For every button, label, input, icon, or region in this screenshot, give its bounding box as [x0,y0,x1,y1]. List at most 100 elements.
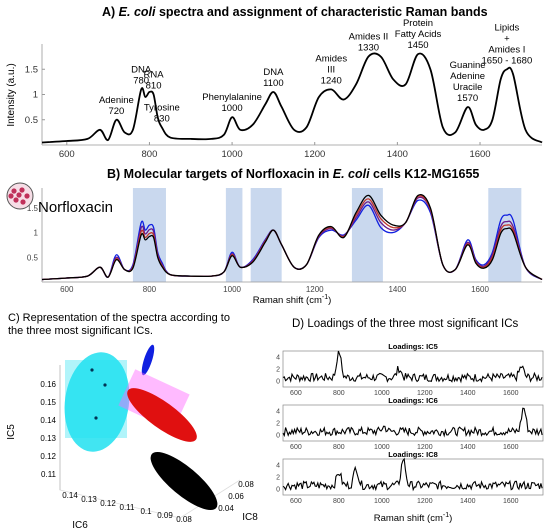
ic5-tick-label: 0.15 [40,398,56,407]
black-cluster [150,451,218,511]
icon-cell [11,188,17,194]
y-tick-label: 1.5 [27,204,39,213]
panel-b-title-prefix: B) Molecular targets of Norfloxacin in [107,167,333,181]
band-annotation: III [327,64,335,75]
spectrum-series-line [41,196,543,281]
spectrum-series-line [41,199,543,281]
loading-title: Loadings: IC5 [388,342,438,351]
icon-cell [16,192,22,198]
loading-x-tick: 1000 [374,444,390,451]
panel-b-title: B) Molecular targets of Norfloxacin in E… [107,167,479,181]
icon-cell [20,199,26,205]
ic6-tick-label: 0.09 [157,511,173,520]
y-tick-label: 1 [33,90,38,101]
x-tick-label: 1200 [306,285,324,294]
ic6-axis-label: IC6 [72,520,88,529]
band-annotation: + [504,33,510,44]
icon-cell [8,193,14,199]
loading-x-tick: 1600 [503,390,519,397]
loading-y-tick: 4 [276,355,280,362]
loading-y-tick: 0 [276,487,280,494]
spectrum-series-line [41,194,543,281]
ic8-tick-label: 0.08 [238,480,254,489]
loading-x-tick: 1600 [503,444,519,451]
y-axis-label: Intensity (a.u.) [6,63,17,126]
spectrum-chart-a: 0.5 1 1.5 600 800 1000 1200 1400 1600 Intensity (… [6,18,543,160]
band-annotation: Amides II [349,32,389,43]
loadings-chart: Loadings: IC5 4 2 0 600 800 1000 1200 1400 1600 Lo… [276,342,544,524]
band-annotation: Amides I [488,44,525,55]
panel-b-title-italic: E. coli [332,167,370,181]
spectrum-chart-b: 0.5 1 1.5 600 800 1000 1200 1400 1600 Norfloxacin… [6,182,543,306]
band-annotation: RNA [144,70,165,81]
x-tick-label: 1200 [304,149,325,160]
loading-line [282,457,543,492]
x-tick-label: 1000 [223,285,241,294]
loading-frame [282,458,544,496]
loading-x-tick: 800 [333,498,345,505]
x-tick-label: 1600 [469,149,490,160]
band-annotation: 1650 - 1680 [482,55,533,66]
icon-cell [24,193,30,199]
loading-x-tick: 1000 [374,498,390,505]
y-tick-label: 0.5 [27,253,39,262]
panel-d-title: D) Loadings of the three most significan… [292,318,519,330]
spectrum-line [41,52,543,144]
panel-c-caption-line2: the three most significant ICs. [8,325,153,337]
ic6-tick-label: 0.1 [140,507,152,516]
y-tick-label: 0.5 [25,115,38,126]
band-annotation: 810 [146,81,162,92]
loading-x-tick: 1400 [460,390,476,397]
loading-line [282,350,543,384]
loading-y-tick: 4 [276,409,280,416]
band-annotation: Protein [403,18,433,29]
ic6-tick-label: 0.12 [100,499,116,508]
loading-x-axis-label: Raman shift (cm-1) [374,512,453,524]
loading-x-tick: 600 [290,444,302,451]
loading-title: Loadings: IC6 [388,396,438,405]
ic6-tick-label: 0.08 [176,515,192,524]
loading-x-tick: 1400 [460,498,476,505]
y-tick-label: 1 [34,229,39,238]
band-annotation: 1330 [358,43,379,54]
panel-a-title-italic: E. coli [118,5,156,19]
loading-y-tick: 2 [276,421,280,428]
loading-x-tick: 1400 [460,444,476,451]
band-annotation: 1100 [263,78,283,89]
ic8-tick-label: 0.04 [218,504,234,513]
highlight-band [132,188,166,282]
cyan-point [90,368,94,372]
ic6-tick-label: 0.14 [62,491,78,500]
highlight-band [225,188,243,282]
loading-x-tick: 1200 [417,390,433,397]
panel-a-title: A) E. coli spectra and assignment of cha… [102,5,488,19]
loading-frame [282,350,544,388]
band-annotation: Adenine [99,95,134,106]
loading-x-tick: 800 [333,444,345,451]
x-tick-label: 600 [59,149,75,160]
highlight-band [351,188,383,282]
band-annotation: Guanine [450,60,486,71]
loading-x-tick: 600 [290,390,302,397]
x-tick-label: 600 [60,285,74,294]
panel-b-title-suffix: cells K12-MG1655 [369,167,480,181]
band-annotation: 1240 [321,75,342,86]
band-annotation: 1570 [457,93,478,104]
band-annotation: Amides [315,53,347,64]
panel-a-title-suffix: spectra and assignment of characteristic… [155,5,488,19]
band-annotation: 780 [133,75,149,86]
loading-x-tick: 1000 [374,390,390,397]
ic8-axis-label: IC8 [242,512,258,523]
x-tick-label: 1000 [222,149,243,160]
panel-c-caption: C) Representation of the spectra accordi… [8,312,253,338]
panel-c-caption-line1: C) Representation of the spectra accordi… [8,312,230,324]
cyan-point [103,383,107,387]
spectrum-series-line [41,195,543,281]
blue-cluster [141,344,155,376]
x-axis-label: Raman shift (cm-1) [253,294,332,306]
band-annotation: Lipids [494,22,519,33]
band-annotation: Adenine [450,71,485,82]
loading-frame [282,404,544,442]
x-tick-label: 1400 [388,285,406,294]
cyan-point [94,416,98,420]
